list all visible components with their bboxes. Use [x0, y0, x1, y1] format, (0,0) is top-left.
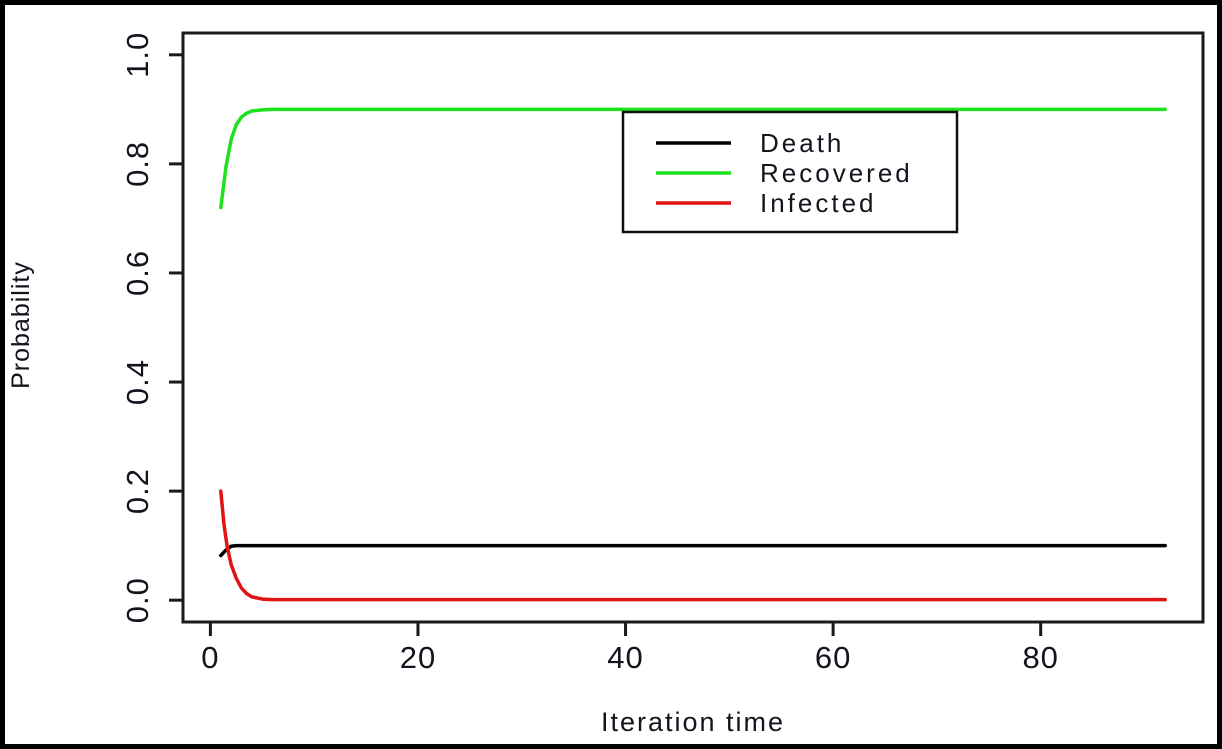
series-line-infected	[219, 489, 1167, 602]
y-tick-label: 0.6	[120, 250, 155, 296]
x-tick-label: 60	[815, 640, 851, 675]
y-axis-title: Probability	[7, 261, 35, 389]
x-tick-label: 40	[607, 640, 643, 675]
y-tick-label: 1.0	[120, 32, 155, 78]
y-tick-label: 0.4	[120, 359, 155, 405]
legend-label-death: Death	[760, 128, 844, 158]
x-tick-label: 20	[400, 640, 436, 675]
legend-label-recovered: Recovered	[760, 158, 913, 188]
y-tick-label: 0.8	[120, 141, 155, 187]
x-axis-title: Iteration time	[600, 707, 786, 737]
y-tick-label: 0.2	[120, 468, 155, 514]
x-tick-label: 80	[1022, 640, 1058, 675]
series-line-recovered	[219, 107, 1167, 210]
y-tick-label: 0.0	[120, 577, 155, 623]
series-line-death	[219, 543, 1167, 558]
legend-label-infected: Infected	[760, 188, 877, 218]
x-tick-label: 0	[201, 640, 219, 675]
